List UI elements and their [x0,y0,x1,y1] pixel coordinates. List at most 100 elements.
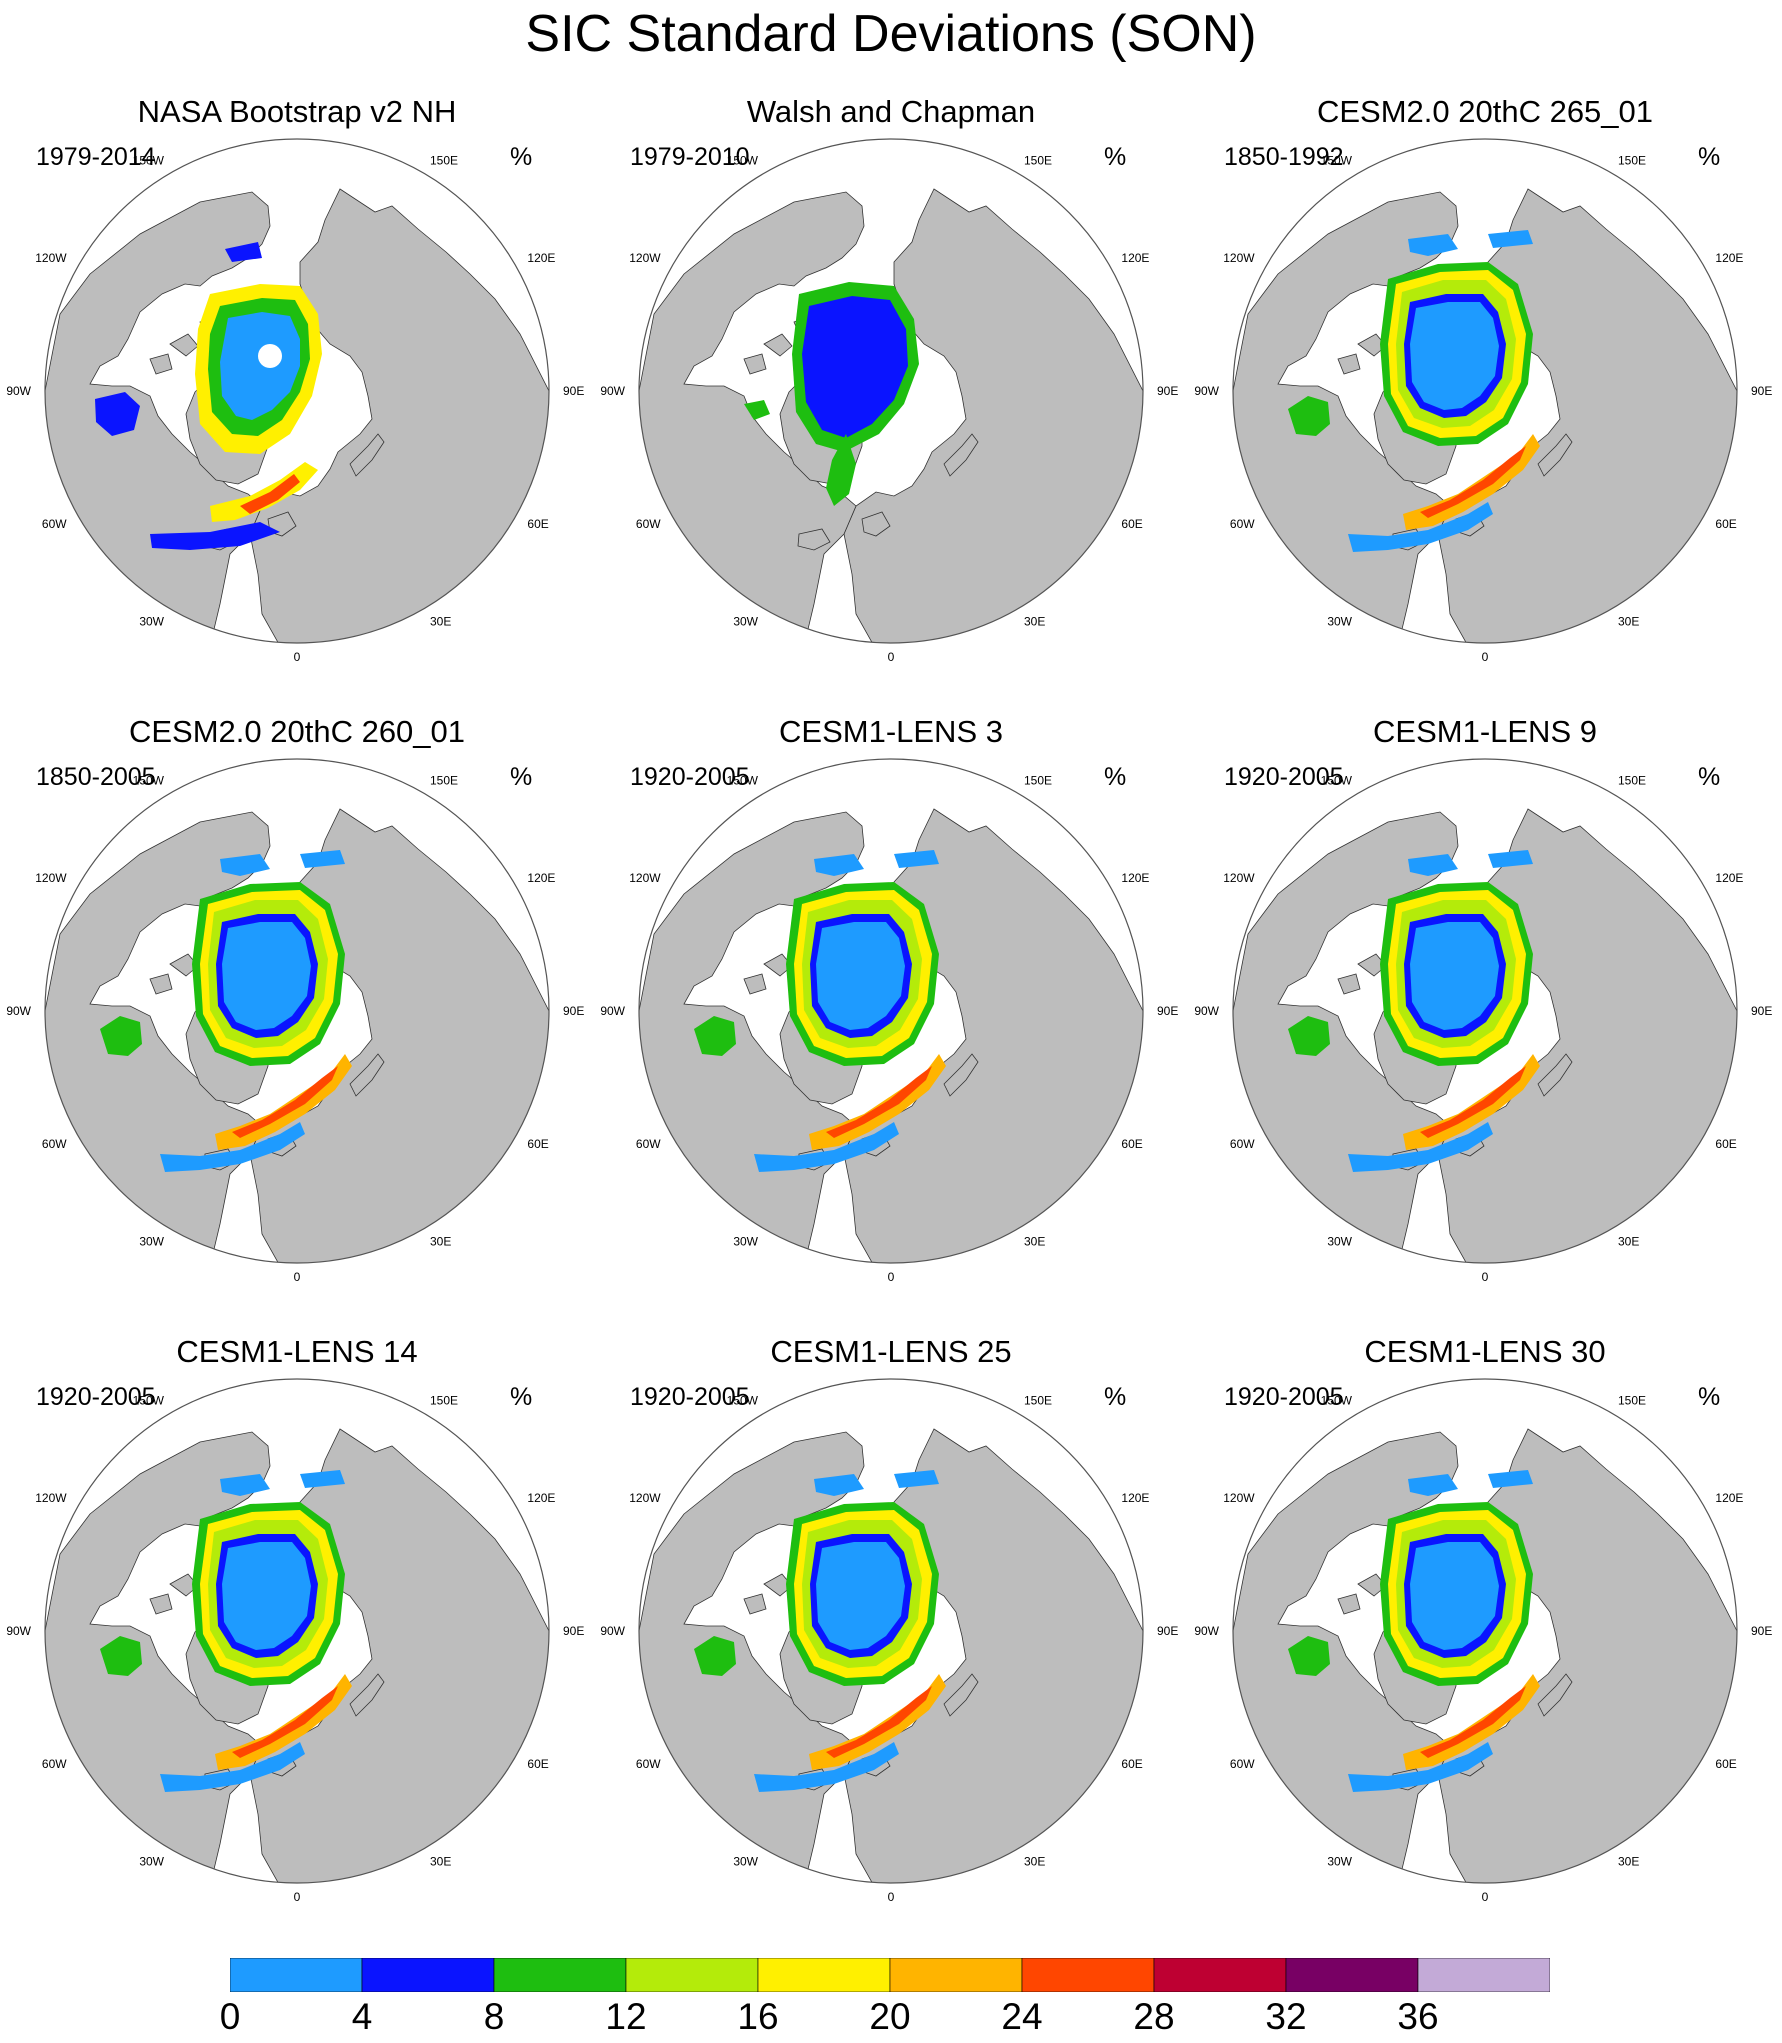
map-panel: CESM1-LENS 301920-2005%180150E120E90E60E… [1188,1332,1782,1952]
longitude-label: 90E [563,1004,584,1018]
longitude-label: 30W [1327,614,1352,628]
longitude-label: 150W [1321,154,1353,168]
longitude-label: 30W [733,614,758,628]
longitude-label: 90W [6,1624,31,1638]
panel-period: 1920-2005 [630,1383,750,1411]
longitude-label: 0 [294,1890,301,1904]
panel-period: 1979-2014 [36,143,156,171]
colorbar-label: 20 [869,1996,911,2037]
longitude-label: 90W [6,1004,31,1018]
longitude-label: 60E [1715,1757,1736,1771]
longitude-label: 60W [42,517,67,531]
map-panel: CESM2.0 20thC 265_011850-1992%180150E120… [1188,92,1782,712]
polar-map: 180150E120E90E60E30E030W60W90W120W150W [600,138,1178,664]
longitude-label: 0 [294,1270,301,1284]
longitude-label: 120E [1715,871,1743,885]
longitude-label: 150W [727,154,759,168]
colorbar-swatch [1021,1957,1155,1993]
longitude-label: 150E [1024,774,1052,788]
panel-period: 1850-2005 [36,763,156,791]
polar-map: 180150E120E90E60E30E030W60W90W120W150W [600,1378,1178,1904]
panel-unit: % [510,763,533,791]
panel-unit: % [1104,1383,1127,1411]
panel-title: CESM1-LENS 14 [176,1334,418,1369]
polar-map: 180150E120E90E60E30E030W60W90W120W150W [6,1378,584,1904]
longitude-label: 120W [1223,1491,1255,1505]
map-panel: CESM1-LENS 91920-2005%180150E120E90E60E3… [1188,712,1782,1332]
longitude-label: 30W [1327,1854,1352,1868]
longitude-label: 120E [1715,251,1743,265]
map-panel: CESM1-LENS 141920-2005%180150E120E90E60E… [0,1332,594,1952]
longitude-label: 90W [600,1624,625,1638]
longitude-label: 90W [1194,1004,1219,1018]
colorbar-swatch [889,1957,1023,1993]
longitude-label: 90W [600,1004,625,1018]
longitude-label: 60E [1121,1137,1142,1151]
polar-map: 180150E120E90E60E30E030W60W90W120W150W [600,758,1178,1284]
longitude-label: 120W [629,871,661,885]
longitude-label: 150W [133,1394,165,1408]
longitude-label: 120W [629,251,661,265]
colorbar-swatch [625,1957,759,1993]
panel-title: Walsh and Chapman [746,94,1036,129]
longitude-label: 60W [636,1137,661,1151]
colorbar-label: 16 [737,1996,779,2037]
panel-title: CESM1-LENS 9 [1373,714,1597,749]
colorbar-labels: 0 4 8 12 16 20 24 28 32 36 [0,1994,1782,2043]
longitude-label: 0 [294,650,301,664]
longitude-label: 30W [1327,1234,1352,1248]
longitude-label: 90E [1157,1004,1178,1018]
longitude-label: 120E [527,1491,555,1505]
colorbar-swatch [493,1957,627,1993]
panel-title: CESM1-LENS 30 [1364,1334,1606,1369]
polar-map: 180150E120E90E60E30E030W60W90W120W150W [6,758,584,1284]
longitude-label: 150W [133,154,165,168]
longitude-label: 90E [1751,1004,1772,1018]
panel-unit: % [510,1383,533,1411]
longitude-label: 30E [430,1854,451,1868]
colorbar-swatch [757,1957,891,1993]
map-panel: CESM1-LENS 251920-2005%180150E120E90E60E… [594,1332,1188,1952]
longitude-label: 90E [1751,384,1772,398]
longitude-label: 150E [1024,1394,1052,1408]
panel-unit: % [1104,143,1127,171]
panel-title: CESM2.0 20thC 260_01 [128,714,466,749]
longitude-label: 90E [1157,1624,1178,1638]
map-panel: CESM1-LENS 31920-2005%180150E120E90E60E3… [594,712,1188,1332]
longitude-label: 30W [139,614,164,628]
longitude-label: 60E [1715,517,1736,531]
longitude-label: 90E [1751,1624,1772,1638]
longitude-label: 30E [1618,1854,1639,1868]
longitude-label: 150E [430,774,458,788]
page-title: SIC Standard Deviations (SON) [525,5,1257,63]
panel-title: CESM1-LENS 25 [770,1334,1012,1369]
longitude-label: 60W [42,1137,67,1151]
longitude-label: 30E [1024,614,1045,628]
longitude-label: 60E [1121,517,1142,531]
longitude-label: 90E [563,384,584,398]
longitude-label: 30W [733,1854,758,1868]
longitude-label: 60E [527,517,548,531]
colorbar-swatch [361,1957,495,1993]
colorbar-swatch [229,1957,363,1993]
longitude-label: 60W [1230,1757,1255,1771]
panel-unit: % [1698,143,1721,171]
polar-map: 180150E120E90E60E30E030W60W90W120W150W [1194,138,1772,664]
longitude-label: 120E [527,871,555,885]
longitude-label: 150E [1618,154,1646,168]
longitude-label: 60E [1715,1137,1736,1151]
longitude-label: 120W [629,1491,661,1505]
panel-title: CESM2.0 20thC 265_01 [1316,94,1654,129]
colorbar-swatch [1285,1957,1419,1993]
longitude-label: 150E [430,154,458,168]
longitude-label: 0 [1482,650,1489,664]
colorbar-label: 36 [1397,1996,1439,2037]
longitude-label: 30E [1618,1234,1639,1248]
map-panel: NASA Bootstrap v2 NH1979-2014%180150E120… [0,92,594,712]
colorbar-label: 12 [605,1996,647,2037]
longitude-label: 0 [888,1890,895,1904]
panel-title: CESM1-LENS 3 [779,714,1003,749]
longitude-label: 150W [727,774,759,788]
longitude-label: 60W [1230,1137,1255,1151]
panel-period: 1920-2005 [1224,763,1344,791]
